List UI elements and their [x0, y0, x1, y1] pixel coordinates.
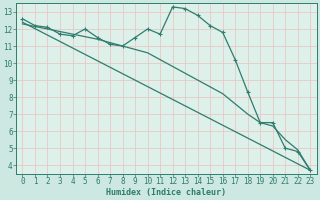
X-axis label: Humidex (Indice chaleur): Humidex (Indice chaleur) — [106, 188, 226, 197]
